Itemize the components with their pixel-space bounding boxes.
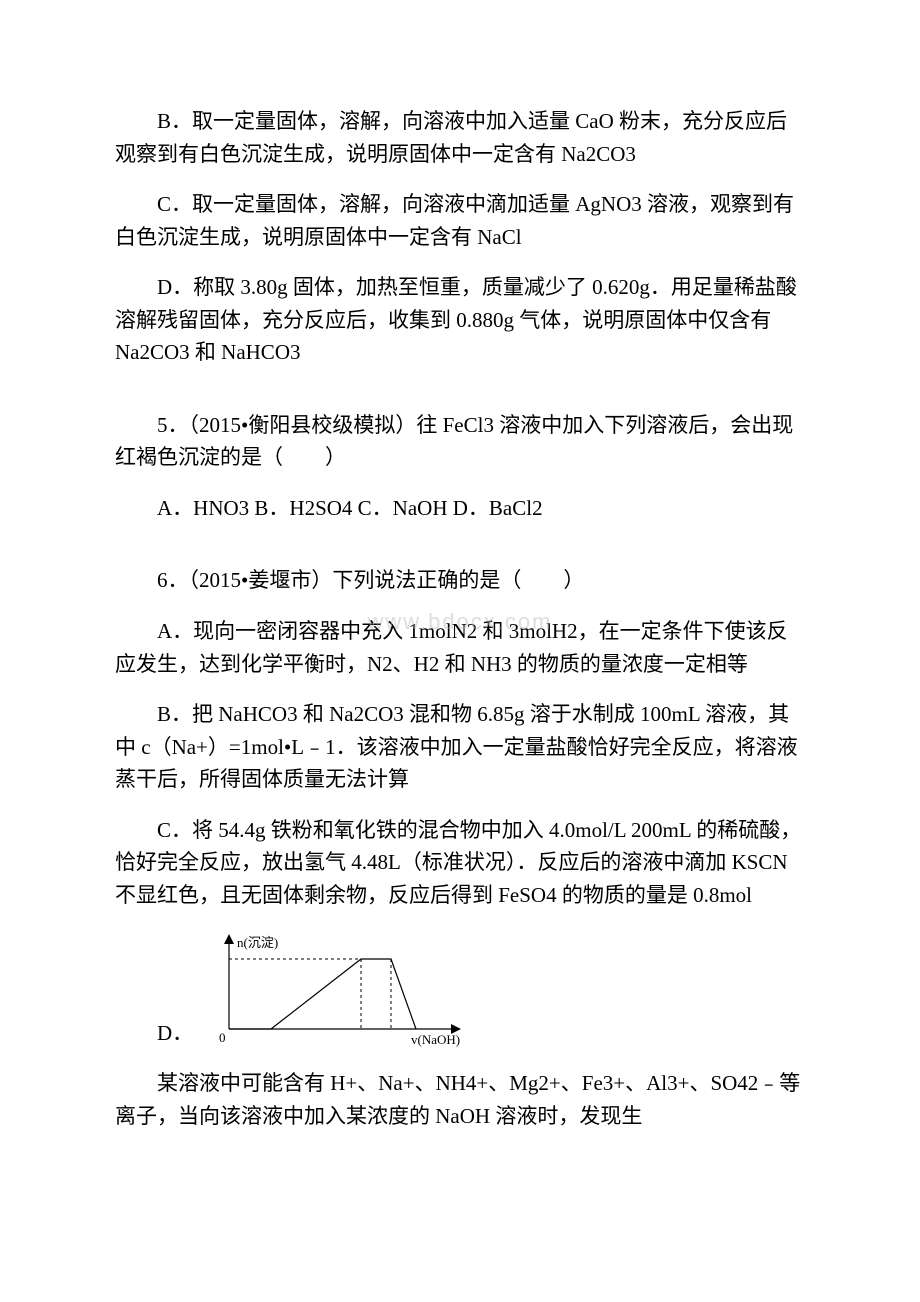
q6-option-a: A．现向一密闭容器中充入 1molN2 和 3molH2，在一定条件下使该反应发… xyxy=(115,615,805,680)
svg-text:v(NaOH): v(NaOH) xyxy=(411,1032,460,1047)
svg-text:n(沉淀): n(沉淀) xyxy=(237,935,278,950)
q4-option-b: B．取一定量固体，溶解，向溶液中加入适量 CaO 粉末，充分反应后观察到有白色沉… xyxy=(115,105,805,170)
q5-options: A．HNO3 B．H2SO4 C．NaOH D．BaCl2 xyxy=(115,492,805,525)
q6-option-d-label: D． xyxy=(115,1017,193,1050)
q6-note: 某溶液中可能含有 H+、Na+、NH4+、Mg2+、Fe3+、Al3+、SO42… xyxy=(115,1067,805,1132)
q6-option-b: B．把 NaHCO3 和 Na2CO3 混和物 6.85g 溶于水制成 100m… xyxy=(115,698,805,796)
q4-option-c: C．取一定量固体，溶解，向溶液中滴加适量 AgNO3 溶液，观察到有白色沉淀生成… xyxy=(115,188,805,253)
spacer xyxy=(115,387,805,409)
q6-option-c: C．将 54.4g 铁粉和氧化铁的混合物中加入 4.0mol/L 200mL 的… xyxy=(115,814,805,912)
svg-text:0: 0 xyxy=(219,1030,226,1045)
q6-stem: 6．（2015•姜堰市）下列说法正确的是（ ） xyxy=(115,564,805,597)
q4-option-d: D．称取 3.80g 固体，加热至恒重，质量减少了 0.620g．用足量稀盐酸溶… xyxy=(115,271,805,369)
precipitation-chart: n(沉淀) v(NaOH) 0 xyxy=(211,929,471,1049)
spacer xyxy=(115,542,805,564)
q6-chart-container: n(沉淀) v(NaOH) 0 xyxy=(211,929,471,1049)
q6-option-d-wrapper: D． n(沉淀) v(NaOH) 0 xyxy=(115,929,805,1049)
q5-stem: 5．（2015•衡阳县校级模拟）往 FeCl3 溶液中加入下列溶液后，会出现红褐… xyxy=(115,409,805,474)
